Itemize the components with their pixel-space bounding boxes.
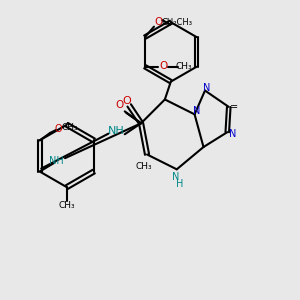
Text: O: O — [55, 124, 62, 134]
Text: CH₃: CH₃ — [61, 123, 78, 132]
Text: NH: NH — [49, 156, 64, 166]
Text: N: N — [193, 106, 201, 116]
Text: CH₃: CH₃ — [136, 162, 152, 171]
Text: O: O — [159, 61, 168, 71]
Text: CH₃: CH₃ — [58, 201, 75, 210]
Text: O: O — [154, 17, 163, 27]
Text: CH₃: CH₃ — [176, 62, 192, 71]
Text: CH₂CH₃: CH₂CH₃ — [162, 18, 193, 27]
Text: NH: NH — [107, 126, 124, 136]
Text: H: H — [176, 178, 183, 189]
Text: N: N — [203, 82, 210, 93]
Text: N: N — [172, 172, 179, 182]
Text: N: N — [229, 129, 236, 139]
Text: O: O — [123, 96, 131, 106]
Text: O: O — [115, 100, 124, 110]
Text: =: = — [230, 102, 238, 112]
